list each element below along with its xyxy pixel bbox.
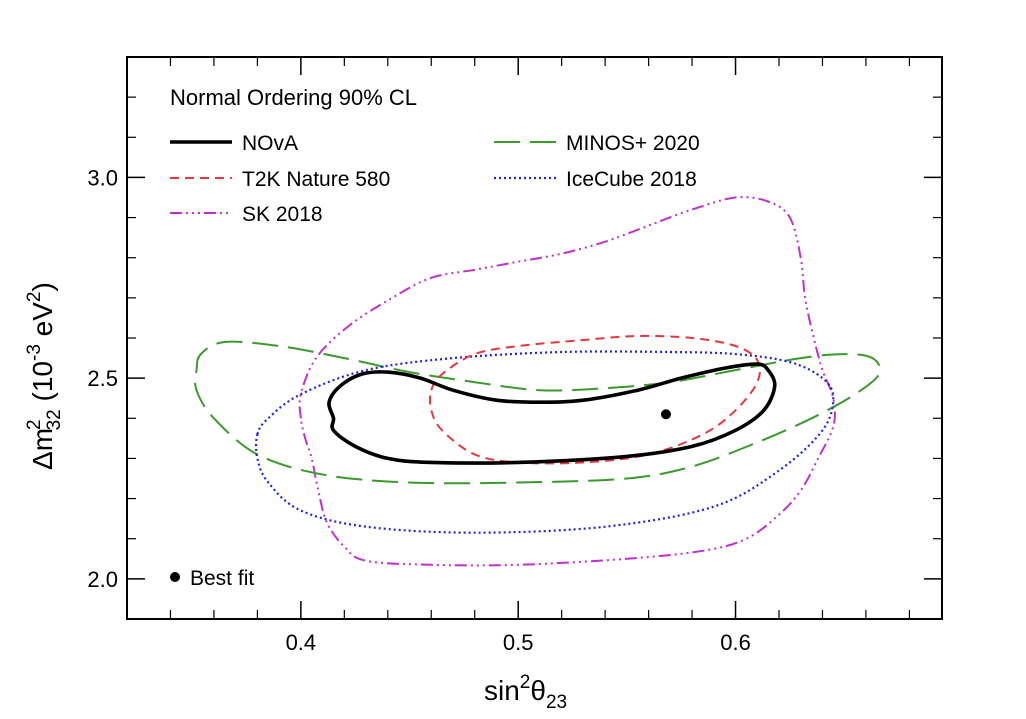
y-tick-label: 2.0	[87, 567, 118, 592]
x-axis-title-sub: 23	[546, 692, 567, 713]
legend-label-minos: MINOS+ 2020	[566, 132, 700, 155]
y-axis-title: Δm232 (10-3 eV2)	[24, 282, 65, 470]
contour-t2k	[428, 334, 761, 465]
x-axis-title: sin2θ23	[484, 672, 567, 713]
x-tick-label: 0.6	[720, 630, 751, 655]
legend-label-t2k: T2K Nature 580	[242, 168, 390, 191]
y-axis-title-open: (10	[27, 361, 58, 409]
y-axis-title-sup: 2	[24, 419, 45, 430]
y-axis-title-sup3: 2	[24, 291, 45, 302]
legend: NOvA T2K Nature 580 SK 2018 MINOS+ 2020 IceC…	[170, 132, 700, 226]
contour-curves	[194, 196, 882, 567]
legend-label-nova: NOvA	[242, 132, 298, 155]
best-fit-layer	[660, 409, 671, 420]
legend-label-icecube: IceCube 2018	[566, 168, 697, 191]
x-tick-label: 0.5	[503, 630, 534, 655]
y-axis-title-sub: 32	[44, 409, 65, 430]
x-axis-title-symbol: θ	[530, 675, 546, 706]
y-axis-title-unit: eV	[27, 302, 58, 344]
y-tick-label: 3.0	[87, 165, 118, 190]
best-fit-point	[660, 409, 671, 420]
y-axis-title-pre: Δm	[27, 428, 58, 470]
contour-minos	[194, 340, 882, 485]
y-axis-ticks: 2.0 2.5 3.0	[87, 96, 942, 592]
contour-icecube	[254, 350, 835, 534]
x-axis-title-sup: 2	[520, 672, 531, 693]
x-axis-title-base: sin	[484, 675, 520, 706]
legend-best-fit-marker	[170, 572, 180, 582]
y-axis-title-close: )	[27, 282, 58, 291]
contour-sk	[298, 196, 836, 567]
plot-title: Normal Ordering 90% CL	[170, 85, 417, 110]
legend-best-fit: Best fit	[170, 567, 254, 590]
x-tick-label: 0.4	[286, 630, 317, 655]
x-axis-ticks: 0.4 0.5 0.6	[169, 57, 911, 655]
y-tick-label: 2.5	[87, 366, 118, 391]
y-axis-title-sup2: -3	[24, 344, 45, 361]
legend-best-fit-label: Best fit	[190, 567, 254, 590]
legend-label-sk: SK 2018	[242, 203, 323, 226]
contour-nova	[327, 362, 777, 465]
